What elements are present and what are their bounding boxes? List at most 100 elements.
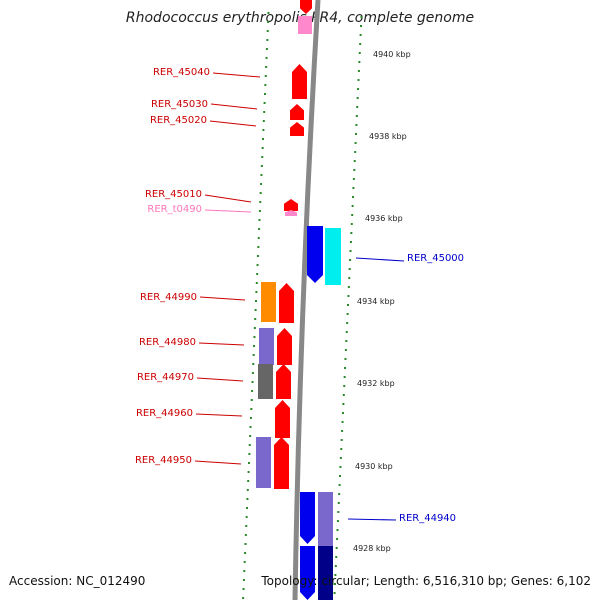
tick-mark <box>347 304 349 306</box>
gene-rer-45000-b[interactable] <box>325 228 341 285</box>
tick-mark <box>249 426 252 428</box>
tick-mark <box>353 169 356 171</box>
tick-mark <box>335 547 338 549</box>
locus-label-rer-45040[interactable]: RER_45040 <box>153 67 210 78</box>
locus-label-rer-44960[interactable]: RER_44960 <box>136 408 193 419</box>
gene-rer-44970-a[interactable] <box>258 364 273 399</box>
locus-label-rer-44990[interactable]: RER_44990 <box>140 292 197 303</box>
tick-mark <box>342 403 345 405</box>
gene-rer-44940-b[interactable] <box>318 492 333 546</box>
locus-label-rer-44980[interactable]: RER_44980 <box>139 337 196 348</box>
gene-top[interactable] <box>300 0 312 14</box>
kbp-label: 4934 kbp <box>357 297 395 306</box>
tick-mark <box>344 367 347 369</box>
tick-mark <box>255 300 257 302</box>
tick-mark <box>337 502 340 504</box>
locus-label-rer-44940[interactable]: RER_44940 <box>399 513 456 524</box>
tick-mark <box>348 277 351 279</box>
locus-label-rer-45020[interactable]: RER_45020 <box>150 115 207 126</box>
locus-label-rer-45010[interactable]: RER_45010 <box>145 189 202 200</box>
gene-rer-45000[interactable] <box>307 226 323 283</box>
tick-mark <box>243 561 246 563</box>
locus-label-rer-45030[interactable]: RER_45030 <box>151 99 208 110</box>
tick-mark <box>355 115 358 117</box>
gene-rer-t0490[interactable] <box>285 210 297 216</box>
tick-mark <box>264 75 267 77</box>
tick-mark <box>358 52 361 54</box>
tick-mark <box>256 255 259 257</box>
tick-mark <box>264 84 267 86</box>
tick-mark <box>260 174 263 176</box>
tick-mark <box>360 16 363 18</box>
gene-rer-44950-a[interactable] <box>256 437 271 488</box>
tick-mark <box>347 295 350 297</box>
gene-bottom-b[interactable] <box>318 546 333 600</box>
tick-mark <box>262 138 265 140</box>
tick-mark <box>336 529 339 531</box>
gene-rer-45010[interactable] <box>284 199 298 211</box>
tick-mark <box>333 583 336 585</box>
locus-label-rer-44950[interactable]: RER_44950 <box>135 455 192 466</box>
tick-mark <box>345 331 348 333</box>
kbp-label: 4932 kbp <box>357 379 395 388</box>
tick-mark <box>253 345 256 347</box>
gene-rer-44980-a[interactable] <box>259 328 274 365</box>
gene-rer-44960[interactable] <box>275 400 290 438</box>
tick-mark <box>263 102 266 104</box>
gene-rer-44940[interactable] <box>300 492 315 544</box>
tick-mark <box>351 205 354 207</box>
tick-mark <box>336 538 339 540</box>
tick-mark <box>242 579 245 581</box>
tick-mark <box>253 327 256 329</box>
gene-rer-45040[interactable] <box>292 64 307 99</box>
locus-label-rer-t0490[interactable]: RER_t0490 <box>147 204 202 215</box>
tick-mark <box>246 489 249 491</box>
tick-mark <box>348 268 351 270</box>
tick-mark <box>258 228 261 230</box>
tick-mark <box>267 21 270 23</box>
tick-mark <box>351 214 354 216</box>
tick-mark <box>245 516 248 518</box>
tick-mark <box>265 48 268 50</box>
gene-top-pink[interactable] <box>298 16 312 34</box>
gene-rer-45020[interactable] <box>290 122 304 136</box>
gene-rer-45030[interactable] <box>290 104 304 120</box>
gene-features[interactable] <box>256 0 341 600</box>
tick-mark <box>339 457 342 459</box>
tick-mark <box>357 70 360 72</box>
tick-mark <box>260 165 263 167</box>
gene-rer-44990-a[interactable] <box>261 282 276 322</box>
gene-rer-44970[interactable] <box>276 364 291 399</box>
tick-marks <box>242 12 363 599</box>
tick-mark <box>356 106 359 108</box>
tick-mark <box>349 241 352 243</box>
tick-mark <box>340 448 343 450</box>
tick-mark <box>252 363 255 365</box>
label-leader-line <box>212 72 261 78</box>
tick-mark <box>246 507 249 509</box>
tick-mark <box>343 376 346 378</box>
tick-mark <box>349 250 352 252</box>
gene-rer-44950[interactable] <box>274 437 289 489</box>
tick-mark <box>248 453 251 455</box>
locus-label-rer-44970[interactable]: RER_44970 <box>137 372 194 383</box>
locus-label-rer-45000[interactable]: RER_45000 <box>407 253 464 264</box>
tick-mark <box>338 484 341 486</box>
tick-mark <box>249 417 252 419</box>
tick-mark <box>349 259 352 261</box>
gene-rer-44980[interactable] <box>277 328 292 365</box>
tick-mark <box>265 66 268 68</box>
kbp-label: 4938 kbp <box>369 132 407 141</box>
gene-bottom-a[interactable] <box>300 546 315 600</box>
tick-mark <box>256 264 259 266</box>
label-leader-line <box>210 103 258 110</box>
tick-mark <box>258 210 261 212</box>
tick-mark <box>247 471 250 473</box>
gene-rer-44990[interactable] <box>279 283 294 323</box>
label-leader-line <box>204 209 252 213</box>
tick-mark <box>251 390 254 392</box>
locus-labels[interactable]: RER_45040 RER_45030 RER_45020 RER_45010 RER_… <box>135 67 464 524</box>
tick-mark <box>354 151 357 153</box>
tick-mark <box>339 466 342 468</box>
